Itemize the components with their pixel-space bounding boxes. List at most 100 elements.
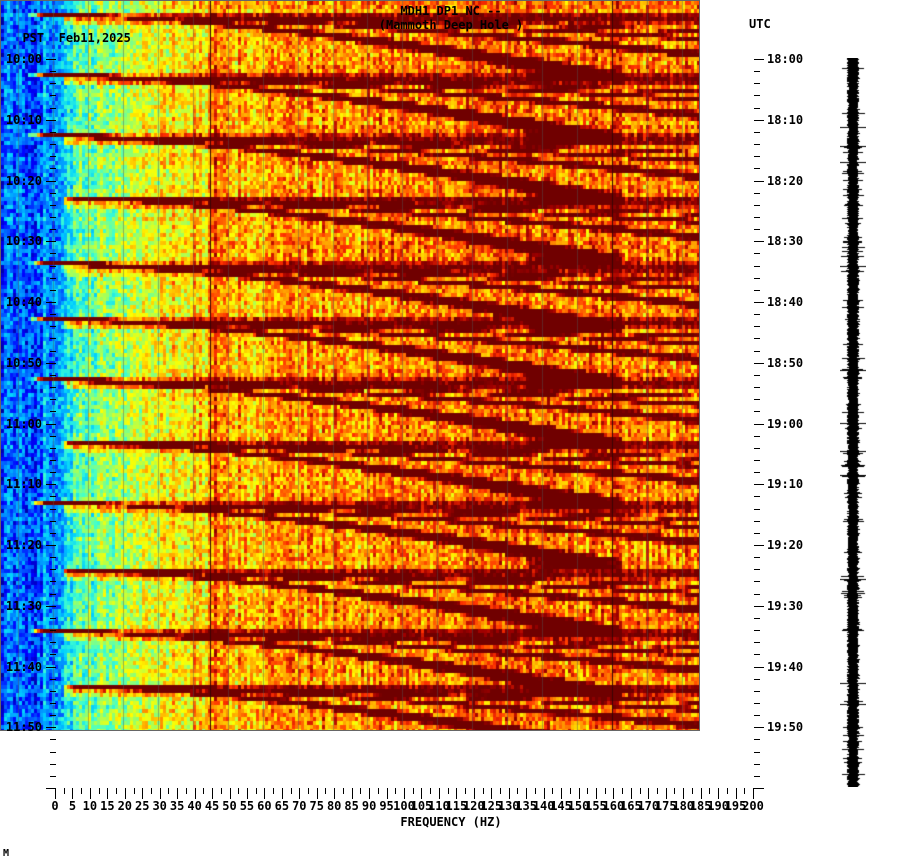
x-tick-major bbox=[177, 788, 178, 799]
y-tick-minor-left bbox=[50, 95, 56, 96]
x-tick-minor bbox=[640, 788, 641, 794]
x-label-hz: 80 bbox=[326, 799, 342, 813]
x-tick-major bbox=[613, 788, 614, 799]
timezone-utc-label: UTC bbox=[749, 17, 771, 31]
y-label-utc: 19:10 bbox=[767, 477, 804, 492]
timezone-pst-label: PST bbox=[22, 31, 45, 45]
x-tick-minor bbox=[325, 788, 326, 794]
y-tick-major-left bbox=[46, 484, 56, 485]
y-tick-minor-right bbox=[754, 278, 760, 279]
x-label-hz: 125 bbox=[480, 799, 503, 813]
y-tick-major-left bbox=[46, 606, 56, 607]
y-tick-minor-left bbox=[50, 618, 56, 619]
y-label-utc: 18:20 bbox=[767, 173, 804, 188]
y-tick-minor-left bbox=[50, 496, 56, 497]
x-tick-major bbox=[55, 788, 56, 799]
y-tick-major-left bbox=[46, 181, 56, 182]
y-tick-minor-left bbox=[50, 83, 56, 84]
x-tick-major bbox=[439, 788, 440, 799]
y-tick-minor-left bbox=[50, 314, 56, 315]
page-subtitle: (Mammoth Deep Hole ) bbox=[378, 18, 524, 32]
y-tick-minor-right bbox=[754, 533, 760, 534]
x-tick-minor bbox=[151, 788, 152, 794]
y-tick-minor-left bbox=[50, 168, 56, 169]
x-tick-minor bbox=[308, 788, 309, 794]
y-tick-major-right bbox=[754, 363, 764, 364]
y-tick-minor-left bbox=[50, 533, 56, 534]
x-label-hz: 45 bbox=[204, 799, 220, 813]
y-label-utc: 18:00 bbox=[767, 52, 804, 66]
x-label-hz: 100 bbox=[393, 799, 415, 813]
x-tick-minor bbox=[256, 788, 257, 794]
x-label-hz: 75 bbox=[309, 799, 324, 813]
y-tick-minor-left bbox=[50, 266, 56, 267]
x-tick-major bbox=[334, 788, 335, 799]
x-tick-minor bbox=[64, 788, 65, 794]
x-tick-minor bbox=[221, 788, 222, 794]
x-label-hz: 70 bbox=[292, 799, 307, 813]
y-tick-minor-right bbox=[754, 460, 760, 461]
y-tick-major-left bbox=[46, 545, 56, 546]
page-title: MDH1 DP1 NC -- bbox=[400, 4, 502, 18]
y-tick-minor-right bbox=[754, 472, 760, 473]
x-tick-major bbox=[718, 788, 719, 799]
y-tick-major-left bbox=[46, 120, 56, 121]
x-tick-minor bbox=[727, 788, 728, 794]
x-label-hz: 35 bbox=[169, 799, 185, 813]
x-tick-major bbox=[282, 788, 283, 799]
y-tick-minor-left bbox=[50, 630, 56, 631]
x-tick-minor bbox=[99, 788, 100, 794]
x-tick-major bbox=[90, 788, 91, 799]
x-tick-major bbox=[387, 788, 388, 799]
x-tick-major bbox=[509, 788, 510, 799]
y-tick-minor-left bbox=[50, 290, 56, 291]
x-label-hz: 175 bbox=[654, 799, 677, 813]
y-tick-minor-left bbox=[50, 654, 56, 655]
y-label-utc: 18:30 bbox=[767, 234, 804, 249]
y-tick-minor-left bbox=[50, 642, 56, 643]
y-tick-minor-left bbox=[50, 326, 56, 327]
date-label: Feb11,2025 bbox=[58, 31, 131, 45]
x-tick-minor bbox=[535, 788, 536, 794]
y-tick-major-left bbox=[46, 302, 56, 303]
x-label-hz: 170 bbox=[637, 799, 660, 813]
x-tick-minor bbox=[186, 788, 187, 794]
x-tick-minor bbox=[657, 788, 658, 794]
y-tick-major-right bbox=[754, 181, 764, 182]
x-tick-minor bbox=[273, 788, 274, 794]
y-tick-minor-left bbox=[50, 752, 56, 753]
x-label-hz: 0 bbox=[51, 799, 59, 813]
y-tick-minor-right bbox=[754, 703, 760, 704]
x-label-hz: 120 bbox=[462, 799, 485, 813]
y-tick-minor-right bbox=[754, 691, 760, 692]
y-tick-minor-left bbox=[50, 156, 56, 157]
x-tick-minor bbox=[517, 788, 518, 794]
x-tick-major bbox=[107, 788, 108, 799]
y-tick-major-right bbox=[754, 606, 764, 607]
x-tick-minor bbox=[168, 788, 169, 794]
helicorder-trace-canvas bbox=[840, 58, 866, 787]
spectrogram-plot[interactable] bbox=[0, 0, 700, 731]
y-tick-minor-left bbox=[50, 108, 56, 109]
y-tick-minor-left bbox=[50, 557, 56, 558]
x-label-hz: 60 bbox=[257, 799, 272, 813]
y-tick-major-left bbox=[46, 788, 56, 789]
y-label-pst: 10:20 bbox=[5, 173, 42, 188]
x-label-hz: 65 bbox=[274, 799, 290, 813]
y-label-utc: 19:30 bbox=[767, 598, 804, 613]
x-label-hz: 195 bbox=[724, 799, 747, 813]
y-tick-minor-left bbox=[50, 569, 56, 570]
y-tick-minor-right bbox=[754, 95, 760, 96]
y-tick-minor-left bbox=[50, 739, 56, 740]
x-tick-minor bbox=[430, 788, 431, 794]
y-tick-minor-left bbox=[50, 217, 56, 218]
y-tick-minor-right bbox=[754, 229, 760, 230]
x-tick-minor bbox=[622, 788, 623, 794]
x-tick-minor bbox=[81, 788, 82, 794]
x-label-hz: 95 bbox=[379, 799, 394, 813]
x-tick-minor bbox=[674, 788, 675, 794]
y-tick-minor-right bbox=[754, 630, 760, 631]
y-tick-minor-left bbox=[50, 776, 56, 777]
y-tick-minor-right bbox=[754, 679, 760, 680]
y-label-utc: 19:00 bbox=[767, 416, 804, 431]
